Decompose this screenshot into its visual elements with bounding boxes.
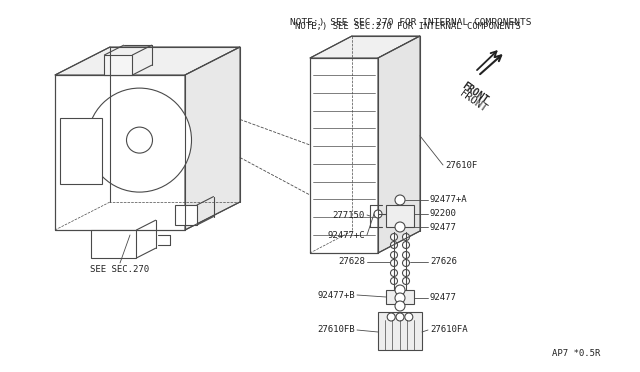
Circle shape bbox=[390, 269, 397, 276]
Text: AP7 *0.5R: AP7 *0.5R bbox=[552, 349, 600, 358]
Circle shape bbox=[395, 285, 405, 295]
Text: 92477+B: 92477+B bbox=[317, 291, 355, 299]
Circle shape bbox=[403, 260, 410, 266]
Circle shape bbox=[405, 313, 413, 321]
Text: 27628: 27628 bbox=[338, 257, 365, 266]
Bar bbox=[60, 118, 102, 183]
Circle shape bbox=[395, 222, 405, 232]
Text: 92477: 92477 bbox=[430, 294, 457, 302]
Circle shape bbox=[390, 260, 397, 266]
Text: 27610F: 27610F bbox=[445, 160, 477, 170]
Circle shape bbox=[390, 278, 397, 285]
Text: 27610FA: 27610FA bbox=[430, 326, 468, 334]
Bar bbox=[92, 230, 136, 258]
Circle shape bbox=[387, 313, 396, 321]
Bar bbox=[104, 55, 132, 75]
Text: 92477+C: 92477+C bbox=[328, 231, 365, 240]
Circle shape bbox=[390, 241, 397, 248]
Text: 92200: 92200 bbox=[430, 209, 457, 218]
Circle shape bbox=[390, 234, 397, 241]
Circle shape bbox=[403, 241, 410, 248]
Circle shape bbox=[395, 293, 405, 303]
Text: 27610FB: 27610FB bbox=[317, 326, 355, 334]
Text: FRONT: FRONT bbox=[457, 88, 488, 114]
Circle shape bbox=[390, 251, 397, 259]
Bar bbox=[175, 205, 197, 225]
Text: SEE SEC.270: SEE SEC.270 bbox=[90, 265, 150, 274]
Circle shape bbox=[403, 269, 410, 276]
Text: 92477: 92477 bbox=[430, 222, 457, 231]
Polygon shape bbox=[378, 36, 420, 253]
Bar bbox=[386, 290, 414, 304]
Text: 92477+A: 92477+A bbox=[430, 196, 468, 205]
Polygon shape bbox=[185, 47, 240, 230]
Circle shape bbox=[403, 278, 410, 285]
Circle shape bbox=[127, 127, 152, 153]
Circle shape bbox=[395, 195, 405, 205]
Polygon shape bbox=[310, 58, 378, 253]
Text: 277150: 277150 bbox=[333, 211, 365, 219]
Text: NOTE;) SEE SEC.270 FOR INTERNAL COMPONENTS: NOTE;) SEE SEC.270 FOR INTERNAL COMPONEN… bbox=[295, 22, 521, 31]
Circle shape bbox=[88, 88, 191, 192]
Polygon shape bbox=[310, 36, 420, 58]
Circle shape bbox=[374, 210, 382, 218]
Polygon shape bbox=[55, 75, 185, 230]
Text: FRONT: FRONT bbox=[460, 80, 490, 105]
Circle shape bbox=[403, 251, 410, 259]
Text: 27626: 27626 bbox=[430, 257, 457, 266]
Bar bbox=[378, 312, 422, 350]
Circle shape bbox=[396, 313, 404, 321]
Bar bbox=[386, 205, 414, 227]
Circle shape bbox=[395, 301, 405, 311]
Circle shape bbox=[403, 234, 410, 241]
Text: NOTE;) SEE SEC.270 FOR INTERNAL COMPONENTS: NOTE;) SEE SEC.270 FOR INTERNAL COMPONEN… bbox=[290, 18, 531, 27]
Polygon shape bbox=[55, 47, 240, 75]
